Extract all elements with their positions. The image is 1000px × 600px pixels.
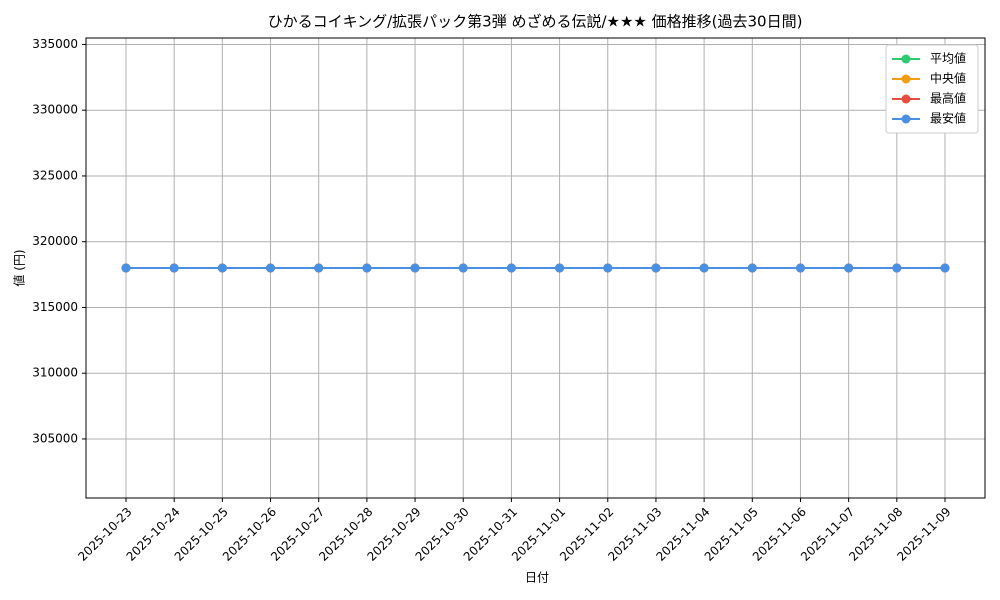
legend-marker xyxy=(901,94,911,104)
point xyxy=(410,263,420,273)
y-tick-label: 320000 xyxy=(32,234,78,248)
point xyxy=(844,263,854,273)
point xyxy=(795,263,805,273)
y-tick-label: 315000 xyxy=(32,300,78,314)
y-tick-label: 325000 xyxy=(32,168,78,182)
point xyxy=(603,263,613,273)
y-tick-label: 305000 xyxy=(32,431,78,445)
legend-label: 最高値 xyxy=(930,91,966,106)
legend-label: 平均値 xyxy=(930,51,966,66)
legend-marker xyxy=(901,74,911,84)
point xyxy=(362,263,372,273)
point xyxy=(266,263,276,273)
point xyxy=(555,263,565,273)
y-axis-label: 値 (円) xyxy=(12,249,27,286)
y-tick-label: 310000 xyxy=(32,366,78,380)
point xyxy=(506,263,516,273)
chart-title: ひかるコイキング/拡張パック第3弾 めざめる伝説/★★★ 価格推移(過去30日間… xyxy=(268,13,803,31)
legend-marker xyxy=(901,114,911,124)
point xyxy=(747,263,757,273)
point xyxy=(217,263,227,273)
point xyxy=(458,263,468,273)
legend-box xyxy=(885,44,979,134)
plot-frame xyxy=(85,37,986,499)
y-tick-label: 335000 xyxy=(32,37,78,51)
x-axis-label: 日付 xyxy=(525,571,549,585)
legend-label: 中央値 xyxy=(930,71,966,86)
point xyxy=(314,263,324,273)
point xyxy=(651,263,661,273)
legend-label: 最安値 xyxy=(930,111,966,126)
point xyxy=(699,263,709,273)
y-tick-label: 330000 xyxy=(32,103,78,117)
point xyxy=(169,263,179,273)
point xyxy=(940,263,950,273)
legend-marker xyxy=(901,54,911,64)
point xyxy=(121,263,131,273)
point xyxy=(892,263,902,273)
